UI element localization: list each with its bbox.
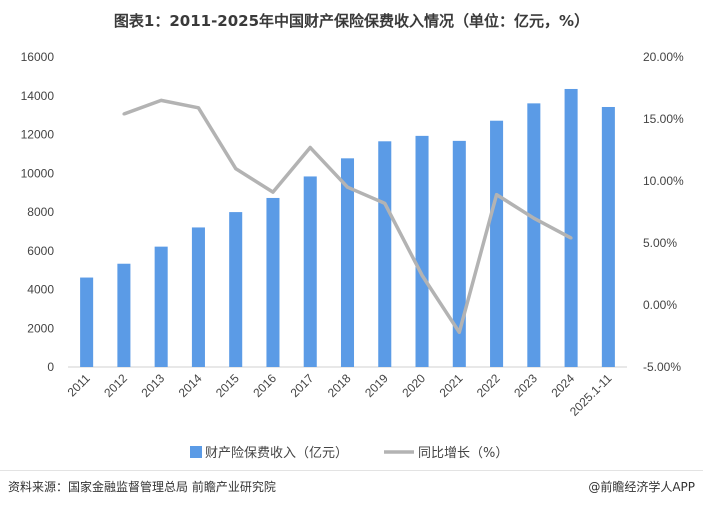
bar	[340, 158, 355, 367]
line-point	[420, 273, 424, 277]
line-point	[457, 330, 461, 334]
y-left-tick-label: 8000	[27, 205, 54, 219]
bar	[154, 246, 168, 367]
y-right-tick-label: 10.00%	[643, 174, 684, 188]
bar	[564, 88, 578, 367]
bar	[490, 120, 504, 367]
bar-series	[80, 88, 615, 368]
bar	[303, 176, 317, 367]
footer-divider	[0, 470, 703, 471]
bar	[117, 263, 131, 367]
line-point	[308, 146, 312, 150]
bar	[266, 197, 280, 367]
y-left-tick-label: 14000	[21, 89, 55, 103]
right-axis: -5.00% 0.00% 5.00% 10.00% 15.00% 20.00%	[643, 50, 684, 374]
y-left-tick-label: 10000	[21, 166, 55, 180]
x-tick-label: 2019	[362, 371, 391, 400]
y-right-tick-label: 0.00%	[643, 298, 677, 312]
line-point	[383, 201, 387, 205]
y-right-tick-label: 5.00%	[643, 236, 677, 250]
x-tick-label: 2023	[511, 371, 540, 400]
x-tick-label: 2012	[101, 371, 130, 400]
bar	[191, 227, 205, 367]
x-tick-label: 2013	[139, 371, 168, 400]
left-axis: 0 2000 4000 6000 8000 10000 12000 14000 16000	[21, 50, 55, 374]
bar	[378, 141, 392, 367]
x-tick-label: 2014	[176, 371, 205, 400]
brand-label: @前瞻经济学人APP	[588, 480, 695, 494]
x-tick-label: 2018	[325, 371, 354, 400]
y-left-tick-label: 16000	[21, 50, 55, 64]
y-left-tick-label: 2000	[27, 321, 54, 335]
bar	[80, 277, 94, 367]
chart-title: 图表1：2011-2025年中国财产保险保费收入情况（单位：亿元，%）	[113, 12, 590, 30]
line-point	[234, 167, 238, 171]
bar	[527, 103, 541, 367]
y-left-tick-label: 4000	[27, 283, 54, 297]
legend-line-label: 同比增长（%）	[418, 446, 508, 461]
y-right-tick-label: -5.00%	[643, 360, 681, 374]
x-tick-label: 2015	[213, 371, 242, 400]
y-left-tick-label: 6000	[27, 244, 54, 258]
x-tick-label: 2016	[250, 371, 279, 400]
line-point	[271, 190, 275, 194]
y-left-tick-label: 12000	[21, 128, 55, 142]
line-point	[532, 216, 536, 220]
line-point	[569, 236, 573, 240]
y-left-tick-label: 0	[47, 360, 54, 374]
line-point	[495, 193, 499, 197]
y-right-tick-label: 15.00%	[643, 112, 684, 126]
bar	[601, 106, 615, 368]
line-point	[346, 185, 349, 189]
x-tick-label: 2020	[399, 371, 428, 400]
bar	[229, 212, 243, 367]
x-axis: 2011 2012 2013 2014 2015 2016 2017 2018 2019 2020…	[65, 366, 627, 419]
x-tick-label: 2022	[474, 371, 503, 400]
x-tick-label: 2021	[437, 371, 466, 400]
x-tick-label: 2024	[548, 371, 577, 400]
legend: 财产险保费收入（亿元） 同比增长（%）	[190, 446, 508, 461]
bar	[415, 135, 429, 367]
line-point	[122, 112, 126, 116]
chart: 0 2000 4000 6000 8000 10000 12000 14000 16000 -5…	[21, 50, 684, 461]
x-tick-label: 2011	[65, 371, 93, 399]
line-point	[196, 106, 200, 110]
legend-bar-label: 财产险保费收入（亿元）	[205, 446, 348, 461]
line-point	[159, 98, 163, 102]
x-tick-label: 2017	[288, 371, 317, 400]
bar	[452, 140, 466, 367]
source-note: 资料来源：国家金融监督管理总局 前瞻产业研究院	[8, 480, 276, 494]
legend-bar-swatch	[190, 446, 202, 458]
line-series	[122, 98, 573, 335]
y-right-tick-label: 20.00%	[643, 50, 684, 64]
